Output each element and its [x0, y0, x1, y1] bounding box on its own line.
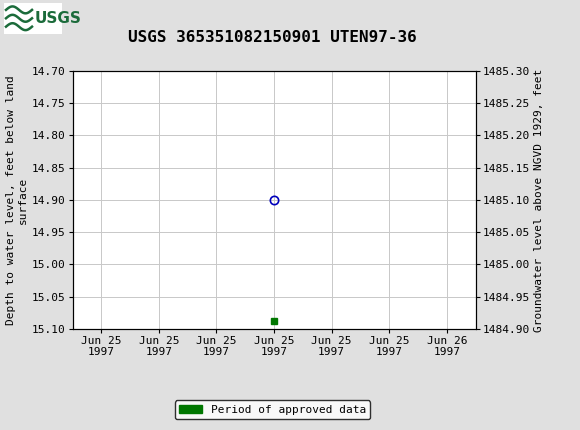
Y-axis label: Groundwater level above NGVD 1929, feet: Groundwater level above NGVD 1929, feet: [534, 68, 544, 332]
Y-axis label: Depth to water level, feet below land
surface: Depth to water level, feet below land su…: [6, 75, 28, 325]
Text: USGS: USGS: [35, 11, 82, 26]
Legend: Period of approved data: Period of approved data: [175, 400, 370, 419]
Bar: [4, 3, 62, 34]
Text: USGS 365351082150901 UTEN97-36: USGS 365351082150901 UTEN97-36: [128, 30, 417, 45]
